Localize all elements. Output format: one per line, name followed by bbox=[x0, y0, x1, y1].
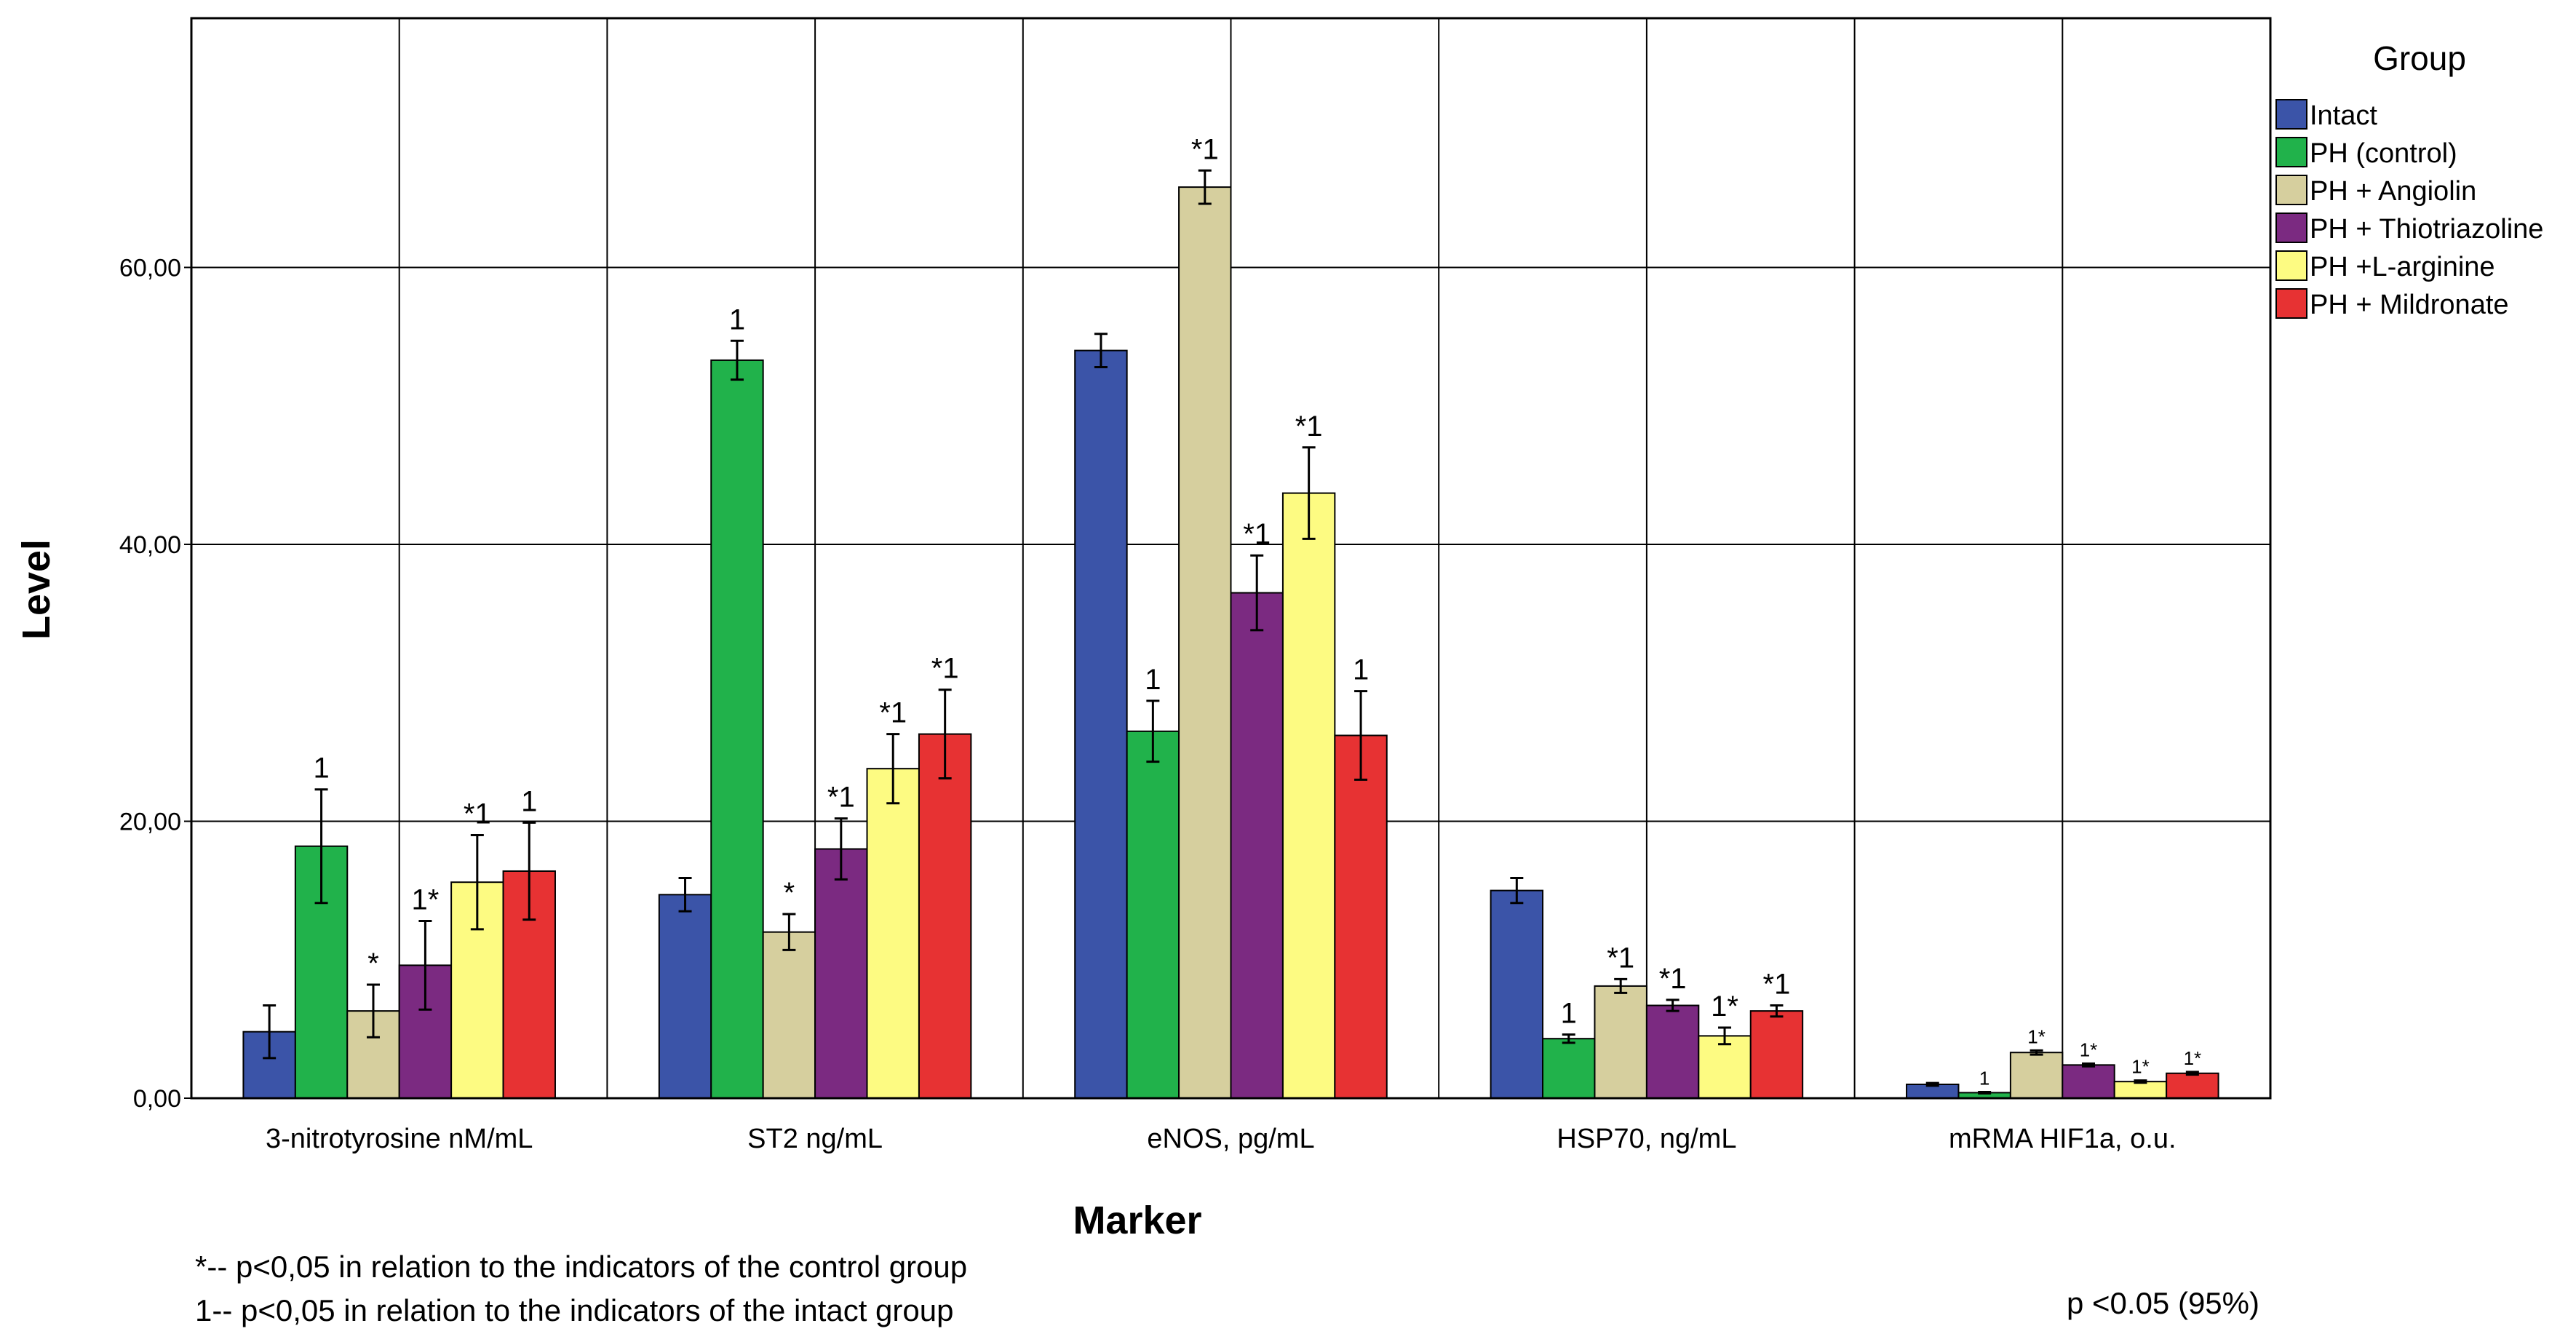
y-tick-label: 0,00 bbox=[133, 1085, 181, 1113]
plot-frame bbox=[190, 17, 2272, 1100]
significance-note: p <0.05 (95%) bbox=[2067, 1286, 2259, 1320]
bar bbox=[2062, 1064, 2115, 1100]
legend-label: PH + Thiotriazoline bbox=[2310, 214, 2543, 245]
x-tick-label: HSP70, ng/mL bbox=[1557, 1124, 1736, 1154]
bar bbox=[710, 359, 764, 1099]
significance-annotation: 1 bbox=[1979, 1067, 1989, 1089]
significance-annotation: 1* bbox=[2080, 1039, 2098, 1060]
bar bbox=[762, 931, 816, 1099]
bar bbox=[814, 848, 868, 1099]
significance-annotation: 1* bbox=[1711, 990, 1738, 1023]
bar bbox=[866, 768, 920, 1099]
legend-swatch bbox=[2275, 250, 2307, 281]
significance-annotation: 1 bbox=[1145, 664, 1161, 696]
significance-annotation: 1 bbox=[1353, 654, 1369, 686]
legend-label: Intact bbox=[2310, 100, 2377, 131]
bar bbox=[2009, 1052, 2064, 1099]
bar bbox=[1074, 349, 1128, 1100]
bar bbox=[1542, 1038, 1596, 1099]
x-axis-ticks: 3-nitrotyrosine nM/mL ST2 ng/mL eNOS, pg/m… bbox=[266, 1124, 2177, 1154]
x-tick-label: ST2 ng/mL bbox=[747, 1124, 883, 1154]
bar bbox=[1645, 1004, 1700, 1099]
legend: Group Intact PH (control) PH + Angiolin PH … bbox=[2275, 39, 2543, 320]
legend-title: Group bbox=[2373, 39, 2466, 77]
bar bbox=[2166, 1072, 2219, 1100]
bar bbox=[1594, 985, 1647, 1100]
x-tick-label: mRMA HIF1a, o.u. bbox=[1949, 1124, 2177, 1154]
bar bbox=[2113, 1081, 2168, 1099]
significance-annotation: *1 bbox=[931, 653, 959, 685]
significance-annotation: *1 bbox=[464, 798, 491, 830]
significance-annotation: * bbox=[367, 948, 379, 980]
legend-swatch bbox=[2275, 175, 2307, 205]
bar bbox=[1178, 186, 1232, 1100]
significance-annotation: *1 bbox=[1295, 410, 1323, 442]
legend-label: PH (control) bbox=[2310, 138, 2457, 169]
legend-label: PH + Mildronate bbox=[2310, 290, 2509, 320]
footnote-intact: 1-- p<0,05 in relation to the indicators… bbox=[195, 1293, 953, 1327]
bar bbox=[658, 894, 712, 1100]
significance-annotation: 1 bbox=[313, 753, 329, 785]
significance-annotation: 1* bbox=[2027, 1025, 2046, 1047]
significance-annotation: 1* bbox=[2131, 1056, 2150, 1078]
bar bbox=[1126, 730, 1180, 1099]
legend-swatch bbox=[2275, 213, 2307, 243]
significance-annotation: *1 bbox=[879, 697, 907, 729]
significance-annotation: 1 bbox=[1561, 997, 1577, 1029]
legend-swatch bbox=[2275, 137, 2307, 167]
significance-annotation: 1 bbox=[729, 303, 745, 336]
y-tick-label: 20,00 bbox=[119, 808, 181, 835]
x-axis-title: Marker bbox=[1073, 1199, 1201, 1242]
significance-annotation: *1 bbox=[1191, 133, 1219, 165]
footnote-control: *-- p<0,05 in relation to the indicators… bbox=[195, 1250, 967, 1284]
legend-swatch bbox=[2275, 288, 2307, 319]
gridlines bbox=[191, 18, 2270, 1099]
legend-label: PH + Angiolin bbox=[2310, 176, 2476, 207]
bars: 1*1**1 11**1*1*1 1*1*1*111*1*11**111*1*1* 1… bbox=[242, 133, 2219, 1100]
significance-annotation: * bbox=[784, 877, 795, 909]
significance-annotation: *1 bbox=[827, 782, 855, 814]
significance-annotation: *1 bbox=[1763, 969, 1791, 1001]
y-axis-ticks: 0,00 20,00 40,00 60,00 bbox=[119, 254, 191, 1113]
significance-annotation: 1 bbox=[521, 785, 537, 817]
bar bbox=[1230, 592, 1284, 1099]
significance-annotation: 1* bbox=[412, 884, 440, 916]
bar bbox=[1749, 1010, 1804, 1099]
bar bbox=[1490, 889, 1544, 1099]
significance-annotation: *1 bbox=[1659, 963, 1687, 995]
legend-label: PH +L-arginine bbox=[2310, 252, 2495, 282]
bar bbox=[1334, 734, 1388, 1099]
significance-annotation: *1 bbox=[1243, 518, 1271, 550]
significance-annotation: 1* bbox=[2184, 1047, 2202, 1069]
y-tick-label: 40,00 bbox=[119, 531, 181, 559]
significance-annotation: *1 bbox=[1607, 942, 1634, 974]
bar bbox=[918, 733, 972, 1100]
y-axis-title: Level bbox=[15, 539, 58, 640]
x-tick-label: eNOS, pg/mL bbox=[1147, 1124, 1314, 1154]
y-tick-label: 60,00 bbox=[119, 254, 181, 282]
x-tick-label: 3-nitrotyrosine nM/mL bbox=[266, 1124, 533, 1154]
bar bbox=[1281, 492, 1336, 1099]
legend-swatch bbox=[2275, 99, 2307, 130]
